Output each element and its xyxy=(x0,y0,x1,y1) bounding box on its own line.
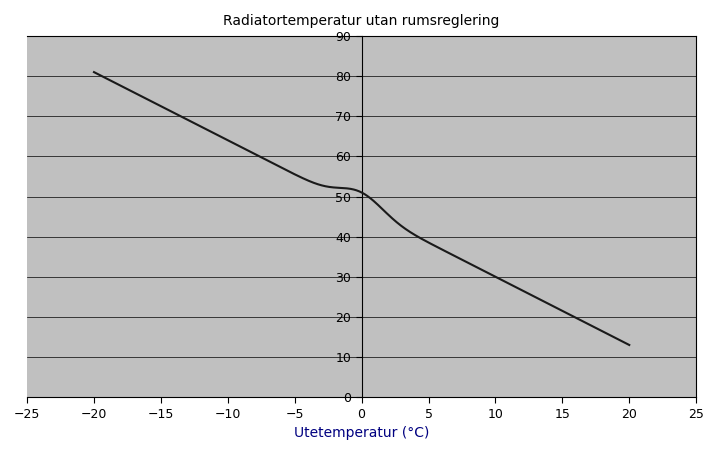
X-axis label: Utetemperatur (°C): Utetemperatur (°C) xyxy=(294,426,429,440)
Title: Radiatortemperatur utan rumsreglering: Radiatortemperatur utan rumsreglering xyxy=(223,14,500,28)
